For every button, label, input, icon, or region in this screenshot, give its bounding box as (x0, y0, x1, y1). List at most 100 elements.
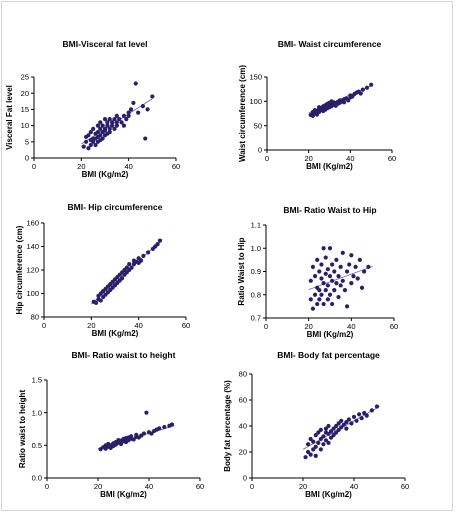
data-point (98, 133, 103, 138)
data-point (312, 274, 318, 279)
data-point (306, 442, 311, 447)
data-point (129, 434, 134, 439)
data-point (149, 431, 154, 436)
data-point (351, 414, 357, 419)
x-tick-label: 40 (145, 482, 153, 491)
data-point (112, 117, 117, 122)
chart-panel-2: BMI- Waist circumference 0 20 40 60 0 50 100 150… (238, 39, 396, 171)
data-point (374, 404, 380, 409)
y-tick-label: 80 (239, 370, 247, 379)
data-point (86, 133, 91, 138)
y-tick-label: 20 (239, 448, 247, 457)
data-point (107, 126, 112, 131)
data-point (344, 304, 350, 309)
y-tick-label: 60 (239, 396, 247, 405)
data-point (114, 120, 119, 125)
data-point (346, 417, 351, 422)
data-point (336, 421, 341, 426)
chart-panel-1: BMI-Visceral fat level 0 20 40 60 0 5 10 15 20 25 B… (5, 39, 180, 179)
data-point (303, 455, 308, 460)
data-point (321, 246, 326, 251)
data-point (313, 444, 318, 449)
data-point (121, 123, 127, 128)
x-tick-label: 0 (45, 482, 49, 491)
x-tick-label: 20 (77, 162, 85, 171)
data-point (110, 123, 115, 128)
data-point (340, 278, 345, 283)
x-tick-label: 60 (196, 482, 204, 491)
data-point (330, 301, 335, 307)
data-point (349, 253, 354, 258)
x-tick-label: 0 (250, 482, 254, 491)
y-tick-label: 0.0 (32, 474, 42, 483)
y-tick-label: 0.9 (251, 267, 261, 276)
y-tick-label: 10 (21, 121, 29, 130)
data-point (98, 126, 103, 131)
data-point (362, 269, 367, 274)
data-point (91, 126, 96, 131)
data-point (117, 117, 122, 122)
data-point (311, 447, 316, 452)
data-point (105, 123, 110, 128)
data-point (141, 431, 146, 436)
data-point (128, 107, 134, 112)
x-tick-label: 40 (347, 322, 355, 331)
data-point (317, 297, 322, 302)
data-point (344, 426, 349, 431)
y-tick-label: 140 (26, 242, 39, 251)
data-point (334, 257, 339, 262)
data-point (81, 144, 86, 149)
data-point (141, 253, 146, 258)
data-point (107, 129, 112, 135)
data-point (338, 283, 343, 288)
data-point (334, 423, 339, 429)
data-point (369, 408, 374, 413)
data-point (339, 425, 344, 430)
y-axis-label: Hip circumference (cm) (15, 225, 24, 314)
data-point (334, 281, 339, 286)
y-tick-label: 1.5 (32, 376, 42, 385)
data-point (334, 430, 339, 435)
data-point (344, 269, 350, 274)
data-point (131, 437, 136, 442)
data-point (114, 123, 119, 128)
x-axis-label: BMI (Kg/m2) (305, 490, 352, 499)
y-tick-label: 160 (26, 219, 39, 228)
y-tick-label: 0 (258, 146, 262, 155)
y-axis-label: Body fat percentage (%) (223, 380, 232, 472)
data-point (310, 306, 316, 311)
chart-title: BMI- Ratio Waist to Hip (283, 205, 376, 215)
data-point (341, 422, 346, 427)
data-point (316, 430, 321, 435)
data-point (133, 81, 138, 86)
data-point (134, 432, 139, 437)
data-point (155, 242, 160, 247)
data-point (127, 262, 132, 267)
y-tick-label: 1.1 (251, 221, 261, 230)
x-tick-label: 20 (87, 321, 95, 330)
data-point (145, 107, 150, 112)
data-point (346, 98, 351, 103)
data-point (330, 262, 335, 267)
data-point (332, 288, 337, 293)
data-point (98, 298, 103, 303)
data-point (310, 264, 316, 269)
y-tick-label: 0 (25, 154, 29, 163)
data-point (326, 423, 331, 429)
chart-title: BMI- Ratio waist to height (72, 350, 176, 360)
data-point (91, 139, 96, 144)
y-tick-label: 15 (21, 105, 29, 114)
data-point (332, 269, 337, 274)
data-point (308, 436, 313, 442)
x-tick-label: 60 (182, 321, 190, 330)
data-point (344, 420, 349, 425)
data-point (354, 418, 359, 423)
data-point (162, 424, 167, 430)
data-point (150, 94, 155, 99)
x-tick-label: 20 (304, 154, 312, 163)
data-point (336, 427, 341, 432)
y-axis-label: Visceral Fat level (5, 85, 14, 150)
x-tick-label: 0 (264, 322, 268, 331)
data-point (315, 257, 320, 262)
